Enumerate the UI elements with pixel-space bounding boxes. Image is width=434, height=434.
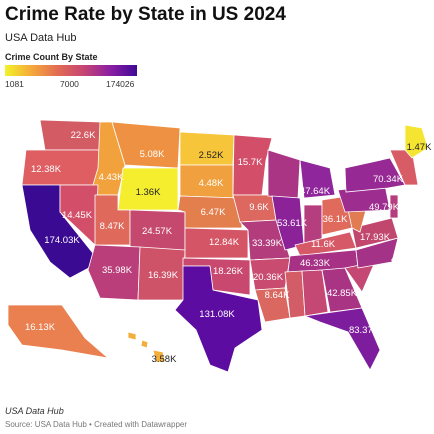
state-me[interactable]: [404, 124, 429, 159]
label-co: 24.57K: [142, 226, 173, 237]
legend-min-label: 1081: [5, 79, 24, 89]
label-nv: 14.45K: [62, 210, 93, 221]
label-hi: 3.58K: [152, 354, 177, 365]
state-ny[interactable]: [344, 157, 406, 193]
legend-color-scale: [5, 65, 137, 76]
label-ga: 42.85K: [327, 288, 358, 299]
state-al[interactable]: [301, 269, 329, 317]
label-tx: 131.08K: [199, 309, 235, 320]
label-il: 53.61K: [277, 218, 308, 229]
label-mt: 5.08K: [140, 149, 165, 160]
legend-max-label: 174026: [106, 79, 135, 89]
label-wa: 22.6K: [71, 130, 96, 141]
label-me: 1.47K: [407, 142, 432, 153]
label-ca: 174.03K: [44, 235, 80, 246]
label-ks: 12.84K: [209, 237, 240, 248]
state-labels-layer: 22.6K 12.38K 4.43K 5.08K 1.36K 2.52K 4.4…: [25, 130, 432, 365]
label-or: 12.38K: [31, 164, 62, 175]
state-az[interactable]: [87, 244, 141, 301]
label-az: 35.98K: [102, 265, 133, 276]
state-mn[interactable]: [232, 134, 273, 196]
label-wi: 47.64K: [300, 186, 331, 197]
states-layer: [7, 119, 429, 373]
chart-subtitle: USA Data Hub: [5, 32, 77, 44]
state-mi[interactable]: [299, 159, 336, 199]
chart-title: Crime Rate by State in US 2024: [5, 4, 286, 25]
label-ky: 11.6K: [311, 239, 336, 250]
label-la: 8.64K: [265, 290, 290, 301]
label-ut: 8.47K: [100, 221, 125, 232]
state-il[interactable]: [271, 195, 305, 251]
label-wy: 1.36K: [136, 187, 161, 198]
label-nc: 44.45K: [391, 254, 422, 265]
label-sd: 4.48K: [199, 178, 224, 189]
label-pa: 49.79K: [369, 202, 400, 213]
label-ne: 6.47K: [201, 207, 226, 218]
state-hi[interactable]: [127, 331, 166, 363]
label-nd: 2.52K: [199, 150, 224, 161]
label-ok: 18.26K: [213, 266, 244, 277]
state-ak[interactable]: [7, 304, 110, 359]
label-oh: 17.93K: [360, 232, 391, 243]
footer-note: USA Data Hub: [5, 406, 64, 416]
state-va[interactable]: [351, 217, 399, 249]
label-in: 36.1K: [323, 214, 348, 225]
label-ak: 16.13K: [25, 322, 56, 333]
label-tn: 46.33K: [300, 258, 331, 269]
footer-source: Source: USA Data Hub • Created with Data…: [5, 420, 187, 429]
state-ks[interactable]: [184, 227, 249, 259]
state-nj[interactable]: [389, 194, 399, 219]
label-ar: 20.36K: [253, 272, 284, 283]
state-nc[interactable]: [355, 237, 399, 269]
legend-mid-label: 7000: [60, 79, 79, 89]
label-mo: 33.39K: [252, 238, 283, 249]
state-fl[interactable]: [303, 307, 381, 371]
state-wi[interactable]: [267, 149, 301, 199]
state-tx[interactable]: [174, 265, 263, 373]
us-choropleth-map: 22.6K 12.38K 4.43K 5.08K 1.36K 2.52K 4.4…: [7, 119, 432, 373]
label-mi: 70.34K: [373, 174, 404, 185]
state-la[interactable]: [254, 287, 291, 323]
label-ia: 9.6K: [249, 202, 269, 213]
label-mn: 15.7K: [238, 157, 263, 168]
label-id: 4.43K: [99, 172, 124, 183]
legend-title: Crime Count By State: [5, 52, 98, 62]
label-nm: 16.39K: [148, 270, 179, 281]
label-fl: 83.37K: [349, 325, 380, 336]
